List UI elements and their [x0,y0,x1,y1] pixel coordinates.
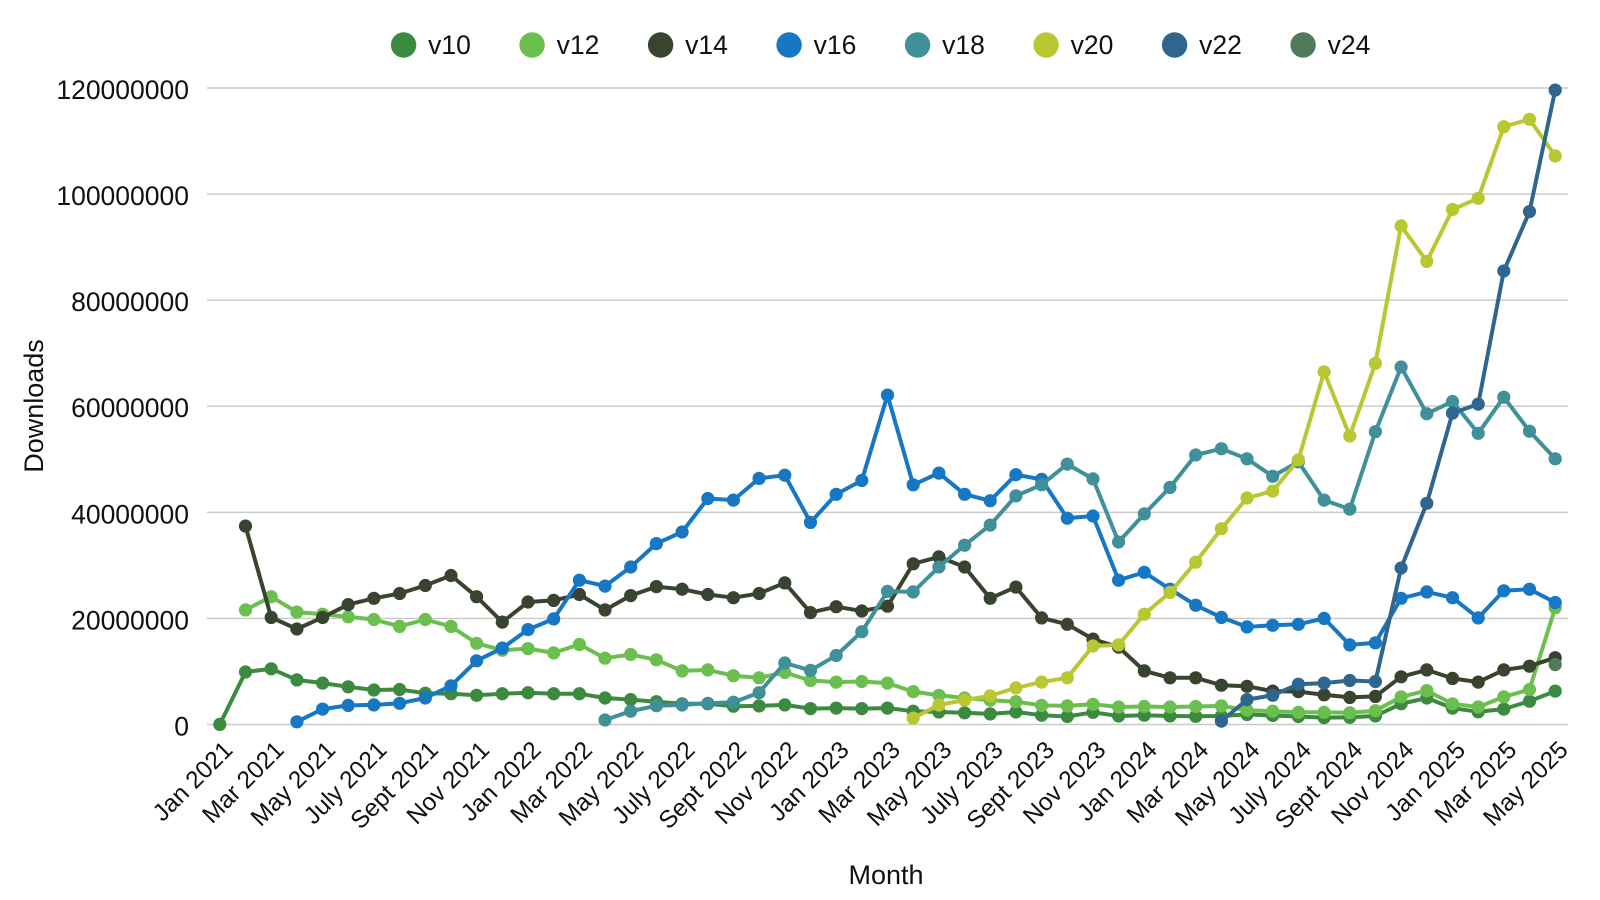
svg-text:Downloads: Downloads [19,339,49,473]
svg-text:20000000: 20000000 [71,605,189,635]
svg-text:40000000: 40000000 [71,499,189,529]
svg-text:120000000: 120000000 [56,75,189,105]
svg-text:v18: v18 [942,30,985,60]
svg-text:v10: v10 [428,30,471,60]
svg-text:0: 0 [174,712,189,742]
svg-text:80000000: 80000000 [71,287,189,317]
svg-text:60000000: 60000000 [71,393,189,423]
svg-text:v16: v16 [814,30,857,60]
svg-text:Month: Month [848,860,923,890]
svg-text:v22: v22 [1199,30,1242,60]
svg-text:v24: v24 [1328,30,1371,60]
svg-text:100000000: 100000000 [56,181,189,211]
svg-text:v20: v20 [1071,30,1114,60]
svg-text:v14: v14 [685,30,728,60]
svg-text:v12: v12 [557,30,600,60]
